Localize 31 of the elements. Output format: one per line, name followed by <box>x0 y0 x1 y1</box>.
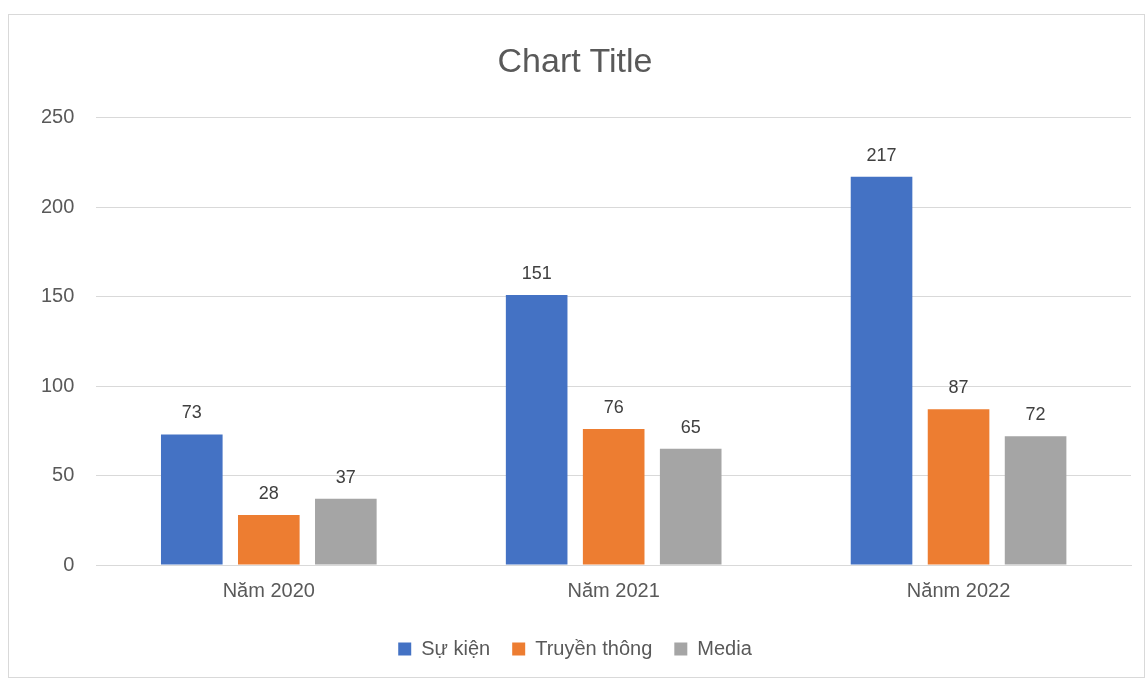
data-label: 87 <box>948 377 969 398</box>
data-label: 65 <box>680 416 701 437</box>
legend-label: Sự kiện <box>421 636 491 659</box>
data-label: 151 <box>521 262 552 283</box>
bar <box>927 409 990 565</box>
data-label: 37 <box>335 466 356 487</box>
data-label: 73 <box>181 402 202 423</box>
legend-label: Media <box>697 636 753 659</box>
bar <box>160 434 223 565</box>
chart-title: Chart Title <box>497 40 653 79</box>
bar <box>505 294 568 565</box>
legend-label: Truyền thông <box>535 636 653 659</box>
data-label: 76 <box>603 397 624 418</box>
x-tick-label: Năm 2021 <box>567 578 660 601</box>
data-label: 217 <box>866 144 897 165</box>
y-tick-label: 250 <box>40 105 75 128</box>
x-tick-label: Năm 2020 <box>222 578 315 601</box>
y-tick-label: 150 <box>40 284 75 307</box>
y-tick-label: 0 <box>63 552 75 575</box>
bar <box>315 498 377 565</box>
y-tick-label: 50 <box>52 463 75 486</box>
data-label: 28 <box>258 482 279 503</box>
y-tick-label: 200 <box>40 194 75 217</box>
data-label: 72 <box>1025 404 1046 425</box>
x-tick-label: Nănm 2022 <box>906 578 1011 601</box>
y-tick-label: 100 <box>40 373 75 396</box>
bar <box>238 514 300 565</box>
bar <box>659 448 722 565</box>
bar <box>850 176 913 565</box>
bar <box>582 429 645 565</box>
bar <box>1004 436 1067 565</box>
